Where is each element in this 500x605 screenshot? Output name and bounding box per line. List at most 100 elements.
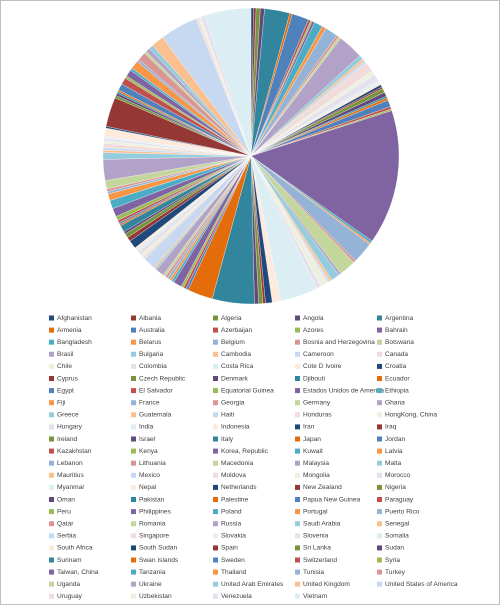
legend-label: Iran bbox=[303, 424, 315, 431]
legend-label: Slovenia bbox=[303, 533, 329, 540]
legend-label: Egypt bbox=[57, 387, 74, 394]
legend-swatch bbox=[377, 484, 382, 490]
legend-label: Latvia bbox=[385, 448, 403, 455]
legend-swatch bbox=[131, 460, 136, 466]
legend-label: Saudi Arabia bbox=[303, 520, 341, 527]
legend-label: Fiji bbox=[57, 399, 66, 406]
legend-label: Argentina bbox=[385, 315, 414, 322]
legend-swatch bbox=[131, 327, 136, 333]
legend-swatch bbox=[377, 545, 382, 551]
legend-label: Netherlands bbox=[221, 484, 257, 491]
legend-label: Qatar bbox=[57, 520, 74, 527]
legend-label: Vietnam bbox=[303, 593, 328, 600]
legend-label: Serbia bbox=[57, 533, 76, 540]
legend-swatch bbox=[295, 448, 300, 454]
legend-swatch bbox=[131, 497, 136, 502]
legend-label: Poland bbox=[221, 508, 242, 515]
legend-swatch bbox=[49, 424, 54, 430]
legend-swatch bbox=[131, 351, 136, 357]
legend-swatch bbox=[295, 400, 300, 406]
legend-swatch bbox=[295, 424, 300, 430]
legend-label: South Africa bbox=[57, 545, 93, 552]
legend-label: Kazakhstan bbox=[57, 448, 92, 455]
legend-label: Bulgaria bbox=[139, 351, 164, 358]
legend-label: Somalia bbox=[385, 533, 409, 540]
legend-label: Ukraine bbox=[139, 581, 162, 588]
legend-label: Venezuela bbox=[221, 593, 252, 600]
legend-swatch bbox=[49, 376, 54, 381]
legend-label: Lithuania bbox=[139, 460, 166, 467]
legend-swatch bbox=[295, 351, 300, 357]
legend-label: Israel bbox=[139, 436, 156, 443]
legend-swatch bbox=[131, 581, 136, 587]
legend-label: Macedonia bbox=[221, 460, 254, 467]
legend-swatch bbox=[131, 376, 136, 381]
legend-swatch bbox=[295, 436, 300, 442]
legend-label: Hungary bbox=[57, 424, 83, 431]
legend-swatch bbox=[49, 363, 54, 369]
legend-swatch bbox=[377, 412, 382, 418]
legend-swatch bbox=[295, 581, 300, 587]
legend-label: Sweden bbox=[221, 557, 245, 564]
legend-swatch bbox=[295, 533, 300, 539]
legend-swatch bbox=[377, 351, 382, 357]
legend-swatch bbox=[49, 484, 54, 490]
legend-label: Indonesia bbox=[221, 424, 250, 431]
legend-label: Angola bbox=[303, 315, 324, 322]
legend-label: Canada bbox=[385, 351, 408, 358]
legend-swatch bbox=[213, 400, 218, 406]
legend-swatch bbox=[295, 388, 300, 394]
legend-swatch bbox=[49, 533, 54, 539]
legend-swatch bbox=[377, 448, 382, 454]
legend-swatch bbox=[295, 412, 300, 418]
legend-swatch bbox=[295, 521, 300, 527]
legend-label: Mongolia bbox=[303, 472, 330, 479]
legend-label: Portugal bbox=[303, 508, 328, 515]
legend-label: Bosnia and Herzegovina bbox=[303, 339, 375, 346]
legend-swatch bbox=[49, 509, 54, 515]
legend-swatch bbox=[213, 388, 218, 394]
legend-label: Nepal bbox=[139, 484, 157, 491]
legend-swatch bbox=[295, 460, 300, 466]
legend-label: Sudan bbox=[385, 545, 404, 552]
legend-swatch bbox=[295, 593, 300, 599]
legend-swatch bbox=[131, 472, 136, 478]
legend-label: Taiwan, China bbox=[57, 569, 99, 576]
legend-swatch bbox=[213, 363, 218, 369]
legend-label: Palestine bbox=[221, 496, 248, 503]
legend-swatch bbox=[49, 581, 54, 587]
legend-label: Slovakia bbox=[221, 533, 246, 540]
legend-label: Uganda bbox=[57, 581, 80, 588]
legend-label: Turkey bbox=[385, 569, 406, 576]
legend-swatch bbox=[295, 315, 300, 321]
legend-label: Cyprus bbox=[57, 375, 79, 382]
legend-swatch bbox=[295, 569, 300, 575]
legend-label: Czech Republic bbox=[139, 375, 186, 382]
legend-swatch bbox=[377, 581, 382, 587]
legend-swatch bbox=[377, 497, 382, 502]
legend-label: Sri Lanka bbox=[303, 545, 331, 552]
legend-label: Afghanistan bbox=[57, 315, 92, 322]
legend-label: Belgium bbox=[221, 339, 245, 346]
legend-swatch bbox=[49, 521, 54, 527]
legend-label: Nigeria bbox=[385, 484, 406, 491]
legend-swatch bbox=[377, 315, 382, 321]
legend-swatch bbox=[131, 593, 136, 599]
legend-label: Djibouti bbox=[303, 375, 326, 382]
legend-label: Tanzania bbox=[139, 569, 166, 576]
legend-label: Italy bbox=[221, 436, 234, 443]
legend-swatch bbox=[377, 327, 382, 333]
legend-swatch bbox=[295, 327, 300, 333]
legend-swatch bbox=[295, 363, 300, 369]
legend-swatch bbox=[49, 351, 54, 357]
legend-label: Paraguay bbox=[385, 496, 414, 503]
legend-swatch bbox=[49, 497, 54, 502]
legend-swatch bbox=[49, 327, 54, 333]
legend-label: Pakistan bbox=[139, 496, 165, 503]
legend-label: Ecuador bbox=[385, 375, 410, 382]
legend-swatch bbox=[213, 545, 218, 551]
legend-label: Uzbekistan bbox=[139, 593, 172, 600]
legend-label: Romania bbox=[139, 520, 166, 527]
